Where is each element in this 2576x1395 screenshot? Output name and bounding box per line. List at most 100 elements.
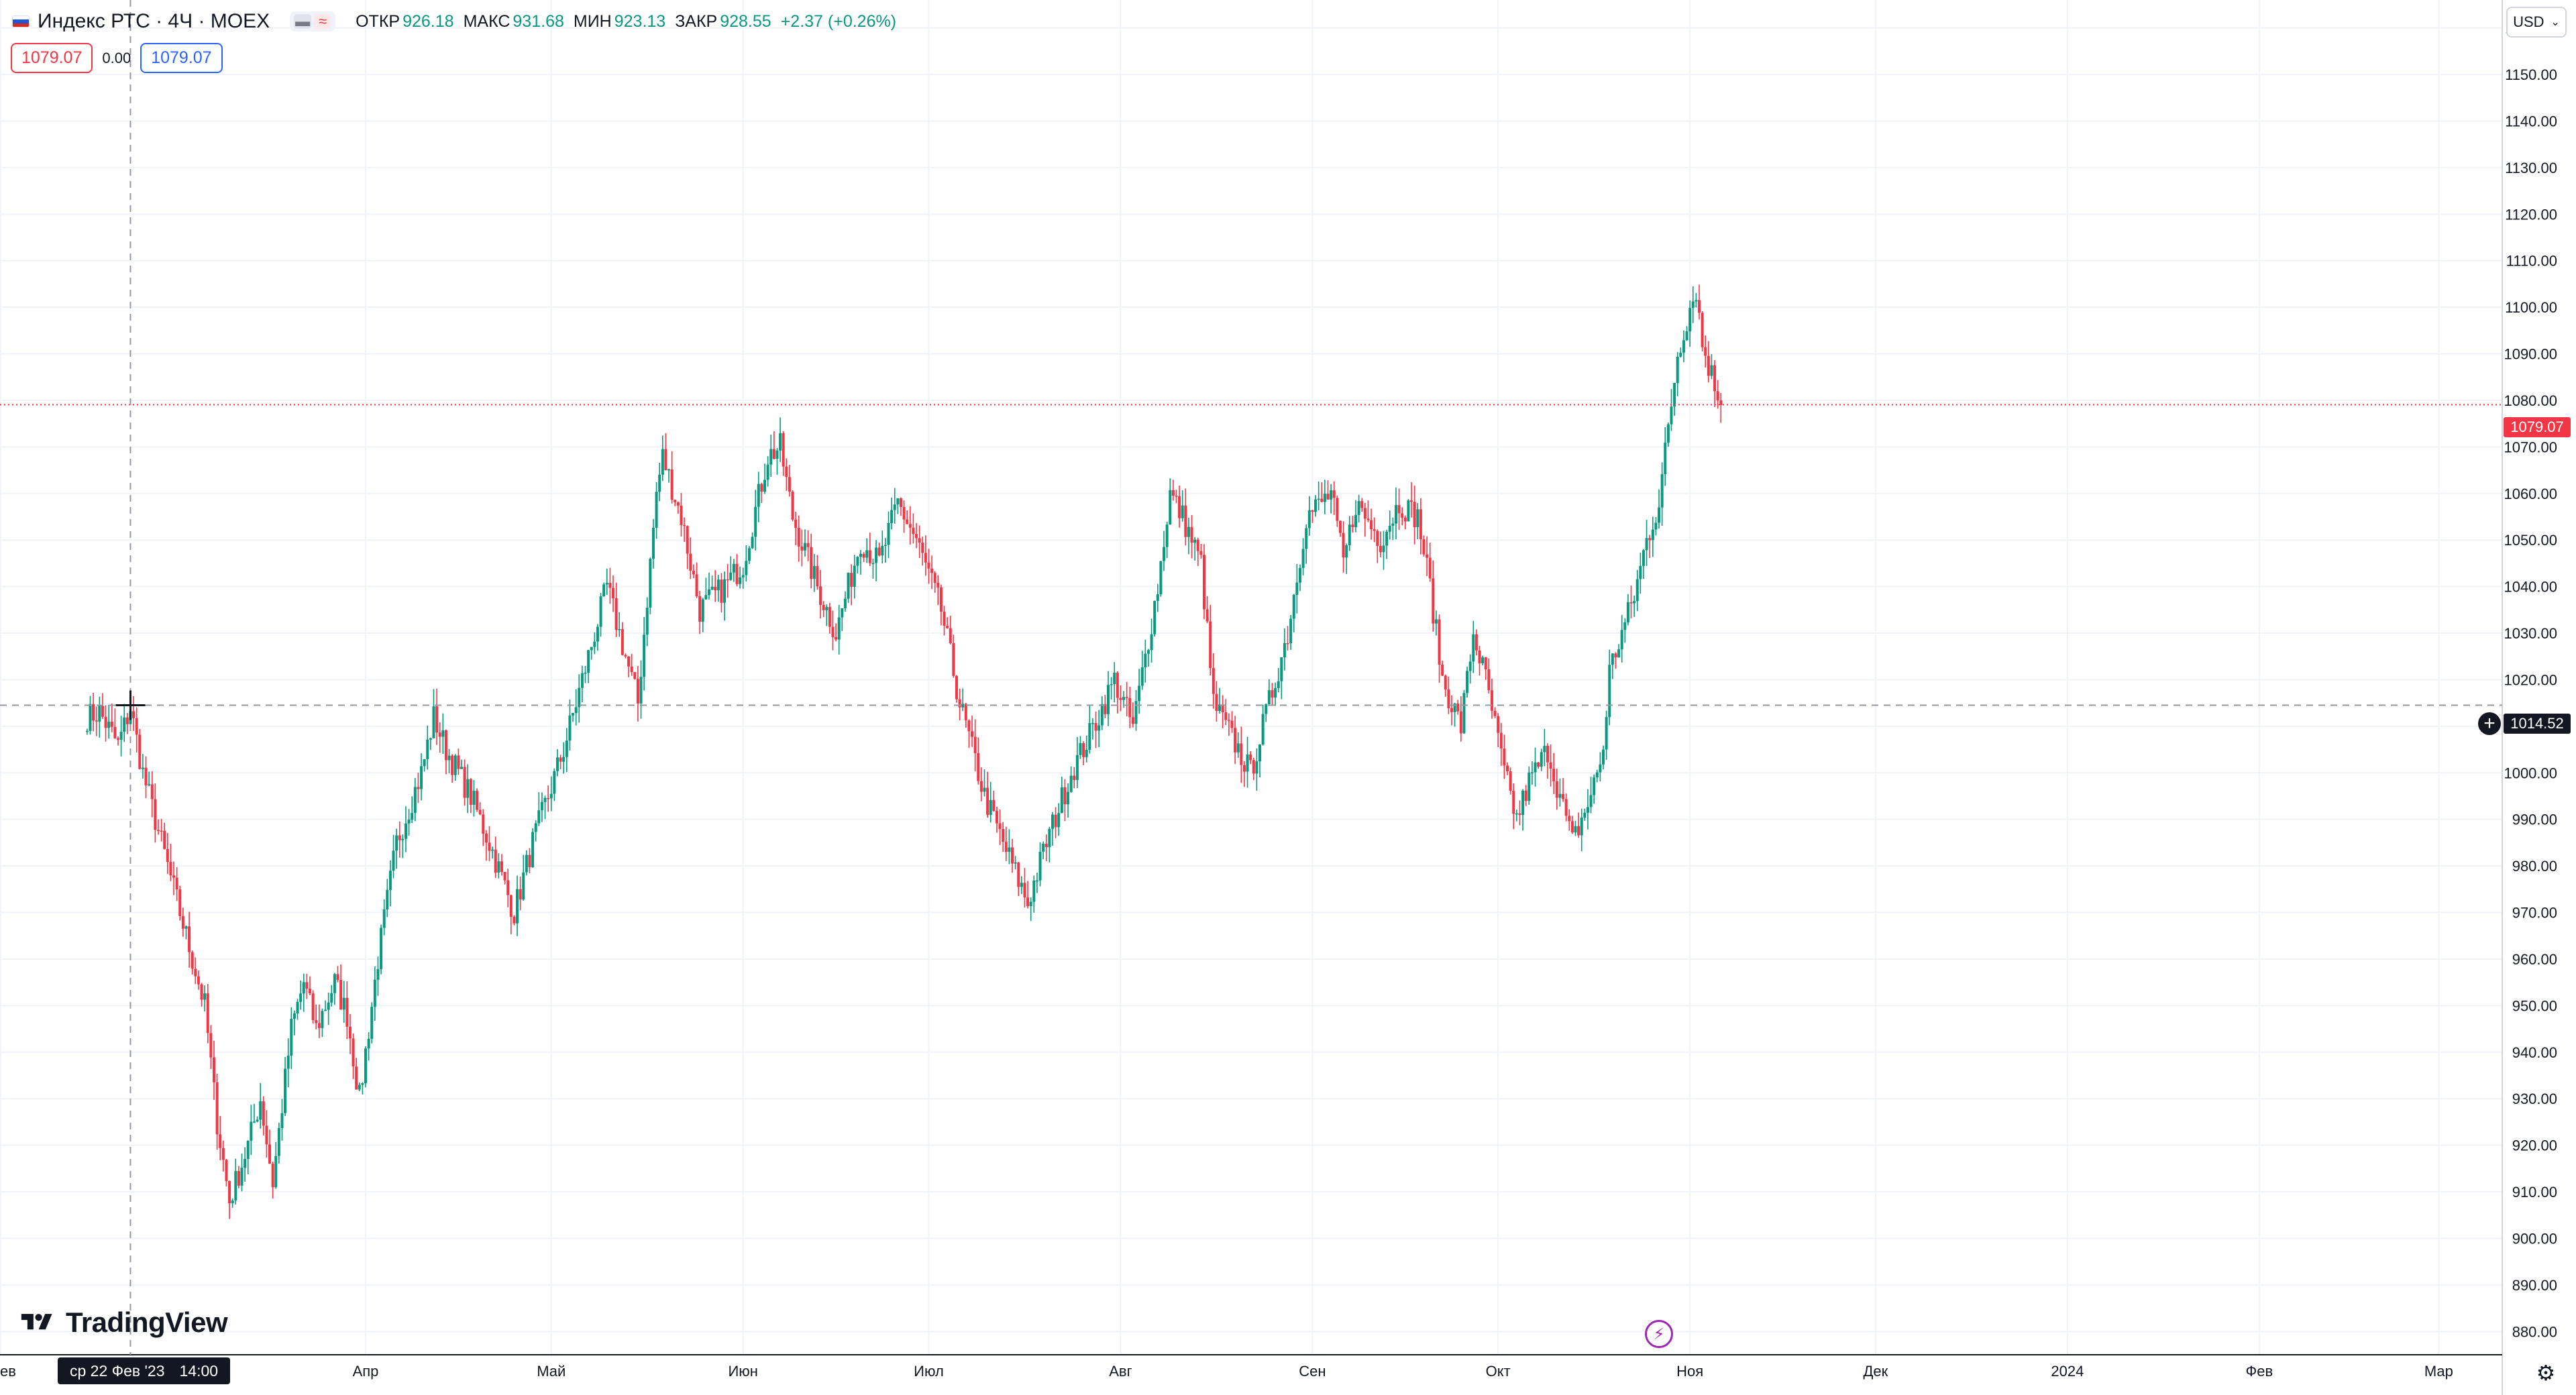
candle-body — [797, 528, 800, 547]
y-tick-label: 1070.00 — [2504, 439, 2557, 455]
y-tick-label: 940.00 — [2512, 1044, 2557, 1061]
candle-body — [933, 573, 936, 583]
candle-body — [494, 849, 497, 873]
candle-body — [1691, 301, 1695, 309]
candle-body — [1635, 579, 1639, 602]
candle-body — [794, 519, 798, 528]
x-tick-label: Фев — [2246, 1363, 2273, 1380]
candle-body — [1490, 690, 1493, 711]
candle-body — [1230, 720, 1234, 728]
candle-body — [321, 1011, 324, 1028]
candle-body — [1685, 331, 1688, 341]
candle-body — [271, 1164, 274, 1188]
y-tick-label: 890.00 — [2512, 1277, 2557, 1294]
candle-body — [1215, 693, 1218, 711]
candle-body — [1419, 509, 1422, 540]
candle-body — [572, 713, 575, 716]
candle-body — [1401, 513, 1404, 518]
indicator-toggle[interactable]: ▬ ≈ — [290, 11, 336, 32]
candle-body — [1128, 698, 1132, 718]
lightning-icon[interactable]: ⚡ — [1645, 1320, 1673, 1348]
candle-body — [534, 823, 537, 832]
candle-body — [735, 563, 739, 584]
candle-body — [599, 596, 602, 627]
candle-body — [1202, 555, 1205, 610]
candle-body — [1234, 728, 1237, 752]
candle-body — [1289, 618, 1293, 643]
candle-body — [1159, 561, 1163, 595]
candle-body — [868, 550, 871, 563]
sell-button[interactable]: 1079.07 — [11, 43, 93, 73]
tradingview-mark-icon — [21, 1314, 52, 1330]
candle-body — [1704, 347, 1707, 356]
symbol-title[interactable]: Индекс РТС · 4Ч · MOEX — [38, 10, 270, 32]
candle-body — [355, 1066, 358, 1090]
candle-body — [1119, 698, 1122, 700]
chart-legend: Индекс РТС · 4Ч · MOEX ▬ ≈ ОТКР 926.18 МА… — [12, 5, 896, 38]
candle-body — [1338, 520, 1342, 533]
candle-body — [1493, 710, 1497, 716]
y-tick-label: 930.00 — [2512, 1091, 2557, 1107]
candle-body — [658, 474, 661, 492]
candle-body — [875, 547, 878, 563]
candle-body — [1144, 653, 1147, 668]
candle-body — [429, 738, 432, 740]
candle-body — [1169, 490, 1172, 525]
buy-button[interactable]: 1079.07 — [140, 43, 223, 73]
candle-body — [1586, 807, 1589, 813]
x-tick-label: Авг — [1109, 1363, 1132, 1380]
gear-icon[interactable]: ⚙ — [2536, 1361, 2556, 1385]
candle-body — [156, 830, 160, 831]
candle-body — [1171, 490, 1175, 496]
candle-body — [237, 1171, 240, 1186]
candle-body — [627, 656, 631, 667]
candle-body — [785, 466, 788, 478]
approx-icon[interactable]: ≈ — [314, 14, 332, 29]
candle-body — [1051, 814, 1054, 829]
candle-body — [1376, 531, 1379, 547]
candle-body — [1605, 717, 1608, 750]
candle-body — [373, 979, 376, 1007]
currency-select[interactable]: USD ⌄ — [2506, 7, 2567, 38]
candle-body — [1091, 723, 1094, 724]
add-order-plus-icon[interactable]: + — [2478, 712, 2501, 735]
candle-body — [1240, 743, 1243, 765]
candle-body — [203, 993, 207, 1000]
candle-body — [1583, 812, 1587, 818]
candle-body — [1456, 704, 1460, 712]
candle-body — [469, 779, 472, 805]
candle-body — [1564, 799, 1568, 816]
y-tick-label: 920.00 — [2512, 1137, 2557, 1154]
candle-body — [1314, 499, 1318, 512]
candle-body — [562, 757, 566, 762]
candle-body — [850, 573, 853, 587]
candle-body — [1242, 765, 1246, 772]
minus-icon[interactable]: ▬ — [294, 13, 312, 30]
candle-body — [1153, 600, 1157, 634]
candle-body — [104, 716, 107, 728]
russia-flag-icon — [12, 15, 30, 27]
candle-body — [292, 1013, 296, 1019]
y-tick-label: 910.00 — [2512, 1184, 2557, 1201]
candle-body — [113, 726, 117, 738]
candle-body — [296, 1001, 299, 1014]
candle-body — [1138, 685, 1141, 702]
candle-body — [491, 849, 494, 851]
candle-body — [1426, 554, 1429, 558]
candle-body — [732, 563, 735, 573]
candle-body — [661, 449, 664, 475]
candle-body — [1434, 619, 1438, 624]
candle-body — [1633, 601, 1636, 604]
candle-body — [119, 732, 123, 740]
candle-body — [816, 565, 819, 587]
candle-body — [1466, 671, 1469, 693]
low-label: МИН — [573, 11, 612, 31]
candle-body — [460, 767, 463, 769]
tradingview-logo[interactable]: TradingView — [15, 1306, 228, 1339]
candle-body — [246, 1140, 250, 1160]
candle-body — [819, 586, 822, 605]
candle-body — [259, 1101, 262, 1120]
candle-body — [1054, 814, 1057, 828]
candle-body — [1593, 777, 1596, 795]
